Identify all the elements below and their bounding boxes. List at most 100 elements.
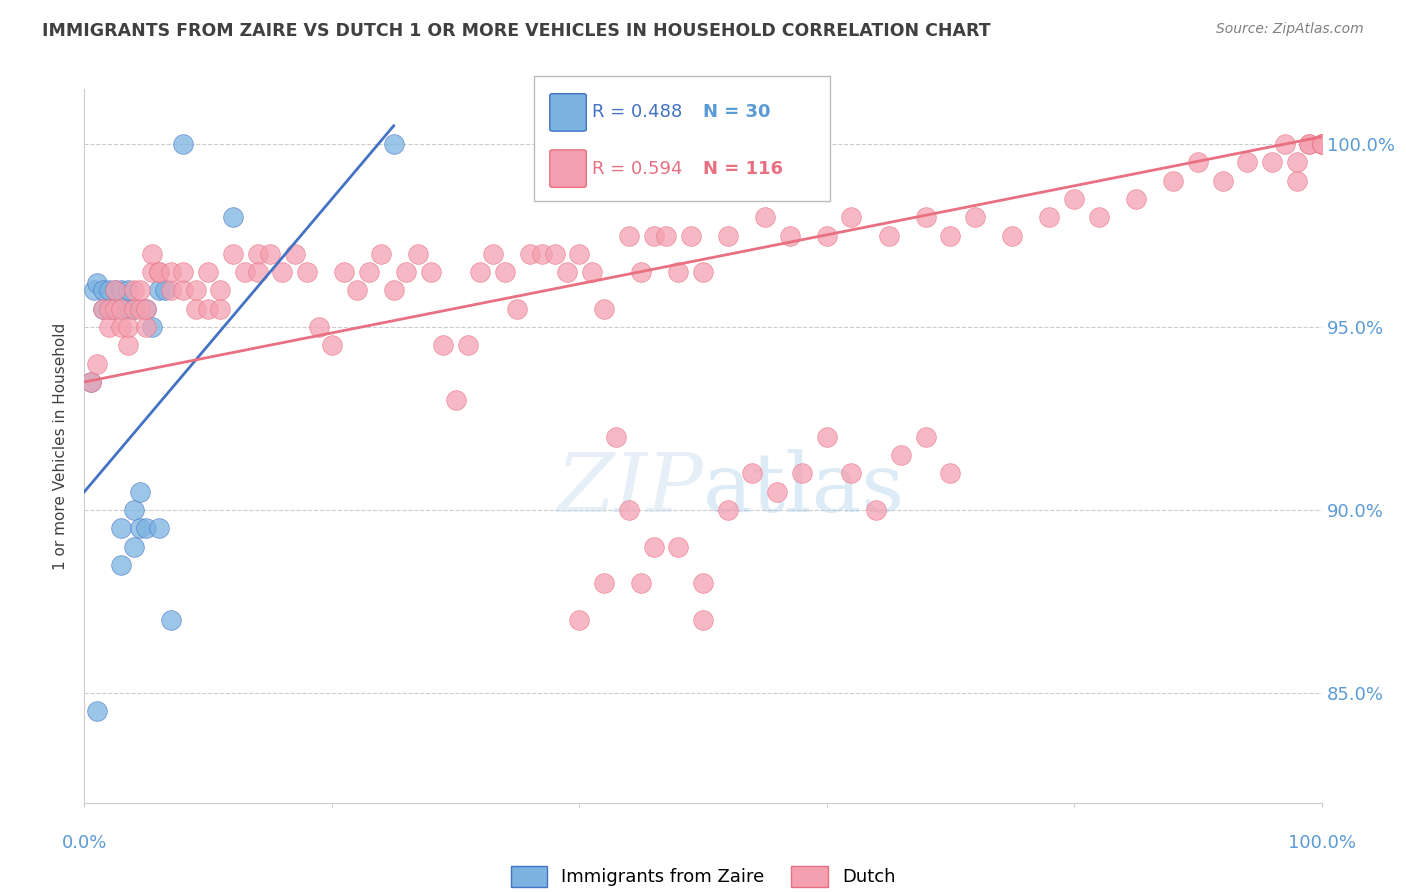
Point	[110, 301, 132, 316]
Point	[419, 265, 441, 279]
Legend: Immigrants from Zaire, Dutch: Immigrants from Zaire, Dutch	[510, 866, 896, 887]
Point	[98, 301, 121, 316]
Point	[1125, 192, 1147, 206]
Point	[470, 265, 492, 279]
Text: N = 116: N = 116	[703, 160, 783, 178]
Point	[841, 467, 863, 481]
Point	[160, 265, 183, 279]
Point	[91, 301, 114, 316]
Point	[1088, 211, 1111, 225]
Point	[148, 265, 170, 279]
Point	[135, 301, 157, 316]
Point	[233, 265, 256, 279]
Point	[643, 228, 665, 243]
Text: ZIP: ZIP	[557, 449, 703, 529]
Point	[581, 265, 603, 279]
Point	[630, 265, 652, 279]
Point	[346, 284, 368, 298]
Point	[494, 265, 516, 279]
Point	[117, 284, 139, 298]
Point	[939, 228, 962, 243]
Point	[481, 247, 503, 261]
Point	[135, 521, 157, 535]
Point	[197, 301, 219, 316]
Point	[209, 284, 232, 298]
Text: 100.0%: 100.0%	[1288, 834, 1355, 852]
Point	[104, 301, 127, 316]
Point	[122, 284, 145, 298]
Point	[1310, 137, 1333, 152]
Point	[184, 284, 207, 298]
Point	[457, 338, 479, 352]
Point	[122, 503, 145, 517]
Text: R = 0.594: R = 0.594	[592, 160, 682, 178]
Point	[395, 265, 418, 279]
Point	[790, 467, 813, 481]
Point	[122, 540, 145, 554]
Point	[295, 265, 318, 279]
Point	[617, 228, 640, 243]
Point	[692, 576, 714, 591]
Point	[86, 357, 108, 371]
Point	[110, 320, 132, 334]
Point	[148, 265, 170, 279]
Point	[965, 211, 987, 225]
Point	[141, 247, 163, 261]
Point	[148, 521, 170, 535]
Point	[259, 247, 281, 261]
Point	[172, 284, 194, 298]
Point	[717, 228, 740, 243]
Point	[815, 430, 838, 444]
Point	[271, 265, 294, 279]
Point	[321, 338, 343, 352]
Point	[432, 338, 454, 352]
Point	[1038, 211, 1060, 225]
Point	[83, 284, 105, 298]
Text: atlas: atlas	[703, 449, 905, 529]
Point	[630, 576, 652, 591]
Point	[692, 265, 714, 279]
Point	[568, 613, 591, 627]
Point	[568, 247, 591, 261]
Y-axis label: 1 or more Vehicles in Household: 1 or more Vehicles in Household	[53, 322, 69, 570]
Point	[865, 503, 887, 517]
Point	[129, 521, 152, 535]
Point	[222, 247, 245, 261]
Point	[841, 211, 863, 225]
Point	[1261, 155, 1284, 169]
Text: N = 30: N = 30	[703, 103, 770, 121]
Point	[135, 301, 157, 316]
Point	[104, 301, 127, 316]
Point	[617, 503, 640, 517]
Point	[129, 484, 152, 499]
Point	[117, 301, 139, 316]
Point	[1285, 174, 1308, 188]
Point	[1161, 174, 1184, 188]
Point	[246, 247, 269, 261]
Point	[939, 467, 962, 481]
Text: IMMIGRANTS FROM ZAIRE VS DUTCH 1 OR MORE VEHICLES IN HOUSEHOLD CORRELATION CHART: IMMIGRANTS FROM ZAIRE VS DUTCH 1 OR MORE…	[42, 22, 991, 40]
Point	[197, 265, 219, 279]
Point	[172, 137, 194, 152]
Point	[593, 576, 616, 591]
Point	[333, 265, 356, 279]
Point	[129, 284, 152, 298]
Point	[104, 284, 127, 298]
Point	[1236, 155, 1258, 169]
Text: 0.0%: 0.0%	[62, 834, 107, 852]
Point	[172, 265, 194, 279]
Point	[86, 276, 108, 290]
Point	[284, 247, 307, 261]
Point	[141, 320, 163, 334]
Point	[104, 284, 127, 298]
Point	[1274, 137, 1296, 152]
Point	[209, 301, 232, 316]
Point	[79, 375, 101, 389]
Point	[1298, 137, 1320, 152]
Point	[779, 228, 801, 243]
Point	[666, 265, 689, 279]
Point	[110, 284, 132, 298]
Point	[148, 284, 170, 298]
Point	[110, 558, 132, 572]
Point	[519, 247, 541, 261]
